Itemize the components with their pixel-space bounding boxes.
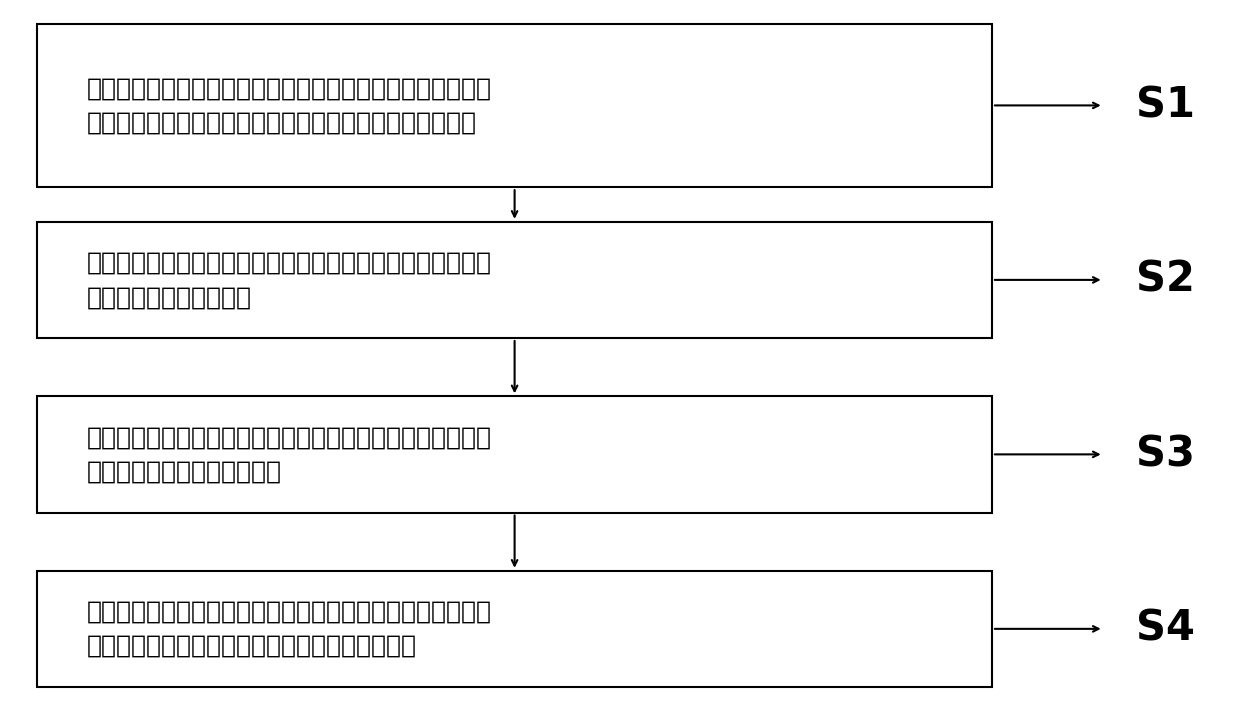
Text: S1: S1: [1136, 84, 1195, 126]
Text: S3: S3: [1136, 433, 1195, 475]
Text: S2: S2: [1136, 259, 1195, 301]
FancyBboxPatch shape: [37, 571, 992, 687]
Text: 对锌样液中杂质离子使用示波极谱法测定，得到的铜，镉离子
特征峰高与标准溶液进行比较，可检测铜，镉杂质离子浓度: 对锌样液中杂质离子使用示波极谱法测定，得到的铜，镉离子 特征峰高与标准溶液进行比…: [87, 76, 492, 134]
Text: 使用比值光谱导数法，通过将铜的标准溶液做除数因子，消除
铜离子对钴，镍离子的干扰；: 使用比值光谱导数法，通过将铜的标准溶液做除数因子，消除 铜离子对钴，镍离子的干扰…: [87, 425, 492, 483]
FancyBboxPatch shape: [37, 24, 992, 188]
FancyBboxPatch shape: [37, 222, 992, 338]
Text: 使用过零点技术，分别建立钴，镍离子的校正曲线，从而实现
锌溶液铜，镉，钴，镍四种杂质离子的同时检测。: 使用过零点技术，分别建立钴，镍离子的校正曲线，从而实现 锌溶液铜，镉，钴，镍四种…: [87, 600, 492, 658]
Text: 对同一锌样液中杂质离子使用紫外可见光谱法测量，得到锌溶
液杂质离子的混合光谱；: 对同一锌样液中杂质离子使用紫外可见光谱法测量，得到锌溶 液杂质离子的混合光谱；: [87, 251, 492, 309]
FancyBboxPatch shape: [37, 396, 992, 513]
Text: S4: S4: [1136, 608, 1195, 650]
